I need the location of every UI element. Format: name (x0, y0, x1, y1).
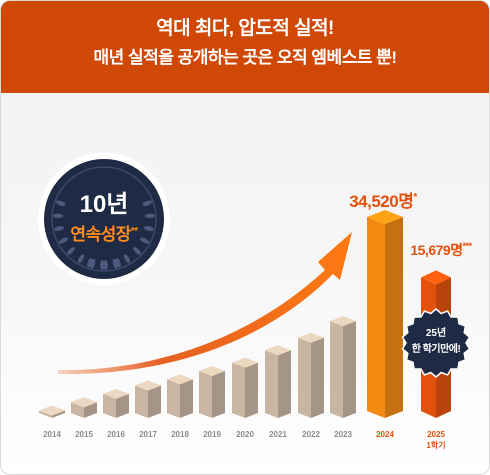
data-label-2025-mark: *** (463, 241, 473, 251)
bar-face-right (278, 350, 291, 418)
badge-growth-text: 연속성장** (70, 225, 138, 244)
bar-top (39, 405, 65, 416)
bar-face-right (180, 379, 193, 418)
bar-top (103, 388, 129, 399)
x-tick-label-1-0: 2015 (75, 430, 93, 439)
headline-title: 역대 최다, 압도적 실적! (156, 18, 334, 39)
x-tick-label-4-0: 2018 (171, 430, 189, 439)
bar-face-left (367, 217, 385, 418)
laurel-leaf (144, 213, 155, 219)
semester-seal-badge: 25년 한 학기만에! (401, 308, 471, 378)
laurel-leaf (144, 226, 154, 231)
bar-face-right (116, 393, 129, 418)
bar-face-right (212, 371, 225, 418)
bar-face-right (245, 362, 258, 418)
laurel-leaf (67, 247, 75, 255)
data-label-2025-value: 15,679명 (410, 242, 462, 258)
laurel-leaf (58, 237, 68, 244)
data-label-2024-value: 34,520명 (349, 192, 413, 211)
x-tick-label-11-0: 2025 (427, 430, 445, 439)
bar-top (199, 366, 225, 376)
laurel-leaf (87, 257, 93, 268)
bar-top (71, 397, 97, 408)
seal-line1: 25년 (426, 326, 446, 339)
bar-2019 (199, 366, 225, 418)
bar-2015 (71, 397, 97, 418)
x-tick-label-3-0: 2017 (139, 430, 157, 439)
bar-2014 (39, 405, 65, 418)
bar-face-left (199, 371, 212, 418)
bar-top (298, 332, 324, 343)
bar-top (330, 316, 356, 327)
bar-face-left (265, 350, 278, 418)
bar-face-right (84, 402, 97, 418)
x-tick-label-6-0: 2020 (236, 430, 254, 439)
bar-face-left (135, 385, 148, 418)
laurel-leaf (77, 254, 85, 264)
bar-2017 (135, 380, 161, 418)
badge-years: 10년 (80, 191, 129, 218)
bar-face-right (52, 410, 65, 418)
bar-top (265, 345, 291, 356)
seal-line2: 한 학기만에! (412, 342, 461, 355)
laurel-leaf (112, 258, 118, 269)
bar-2018 (167, 374, 193, 418)
laurel-leaf (56, 200, 66, 206)
x-tick-label-9-0: 2023 (334, 430, 352, 439)
headline-banner: 역대 최다, 압도적 실적! 매년 실적을 공개하는 곳은 오직 엠베스트 뿐! (1, 1, 489, 93)
bar-face-left (298, 337, 311, 418)
bar-face-left (39, 410, 52, 418)
x-axis-labels: 2014 2015 2016 2017 2018 2019 2020 2021 2022 2023… (43, 430, 445, 450)
bar-2024 (367, 210, 403, 418)
laurel-leaf (140, 237, 150, 244)
bar-face-right (311, 337, 324, 418)
laurel-leaf (123, 254, 131, 264)
bar-2016 (103, 388, 129, 418)
laurel-leaf (133, 247, 141, 255)
bar-2022 (298, 332, 324, 418)
bar-face-right (148, 385, 161, 418)
bar-2021 (265, 345, 291, 418)
ten-year-growth-badge: 10년 연속성장** (38, 153, 170, 285)
bar-2023 (330, 316, 356, 418)
x-tick-label-0-0: 2014 (43, 430, 61, 439)
laurel-leaf (54, 226, 64, 231)
x-tick-label-10-0: 2024 (376, 430, 394, 439)
bar-face-right (343, 321, 356, 418)
laurel-leaf (100, 259, 105, 270)
x-tick-label-5-0: 2019 (203, 430, 221, 439)
bar-top (167, 374, 193, 385)
bar-face-left (103, 393, 116, 418)
bar-top (135, 380, 161, 391)
laurel-leaf (103, 259, 108, 270)
x-tick-label-8-0: 2022 (302, 430, 320, 439)
x-tick-label-7-0: 2021 (269, 430, 287, 439)
laurel-icon (53, 200, 155, 270)
data-label-2024: 34,520명* (349, 192, 417, 211)
growth-arrow (58, 232, 352, 375)
x-tick-label-2-0: 2016 (107, 430, 125, 439)
headline-subtitle: 매년 실적을 공개하는 곳은 오직 엠베스트 뿐! (93, 48, 397, 67)
data-label-2025: 15,679명*** (410, 241, 472, 258)
x-tick-label-11-1: 1학기 (426, 440, 445, 450)
bar-2020 (232, 357, 258, 418)
bar-face-right (385, 217, 403, 418)
bars-group (39, 210, 451, 418)
bar-top (367, 210, 403, 224)
bar-face-left (232, 362, 245, 418)
data-label-2024-mark: * (413, 192, 417, 203)
bar-face-left (167, 379, 180, 418)
bar-face-left (71, 402, 84, 418)
laurel-leaf (142, 200, 152, 206)
laurel-leaf (53, 213, 64, 219)
bar-top (232, 357, 258, 368)
bar-top (421, 270, 451, 285)
bar-face-left (330, 321, 343, 418)
